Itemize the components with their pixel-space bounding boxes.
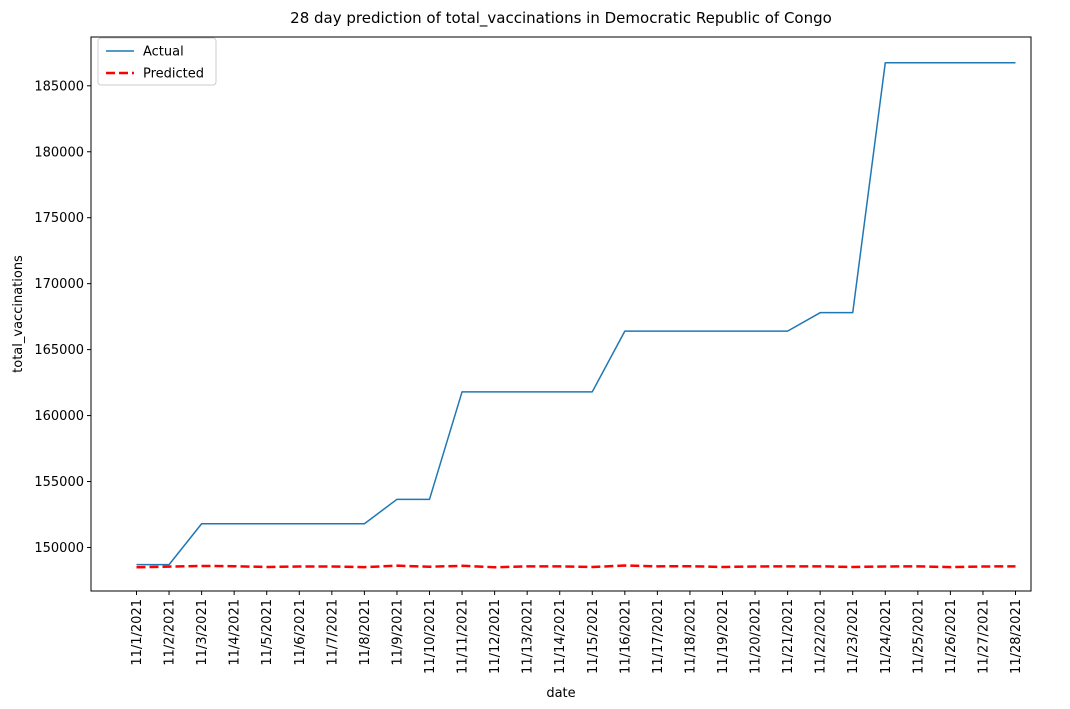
x-tick-label: 11/26/2021 <box>944 599 959 674</box>
x-tick-label: 11/3/2021 <box>195 599 210 666</box>
x-tick-label: 11/23/2021 <box>846 599 861 674</box>
x-tick-label: 11/11/2021 <box>456 599 471 674</box>
x-tick-label: 11/5/2021 <box>260 599 275 666</box>
x-tick-label: 11/2/2021 <box>163 599 178 666</box>
x-tick-label: 11/24/2021 <box>879 599 894 674</box>
x-axis-label: date <box>546 686 575 701</box>
legend-label-predicted: Predicted <box>143 67 204 82</box>
plot-area: 150000 155000 160000 165000 170000 175000 1800… <box>34 36 1032 674</box>
y-tick-label: 160000 <box>34 409 84 424</box>
y-tick-label: 180000 <box>34 145 84 160</box>
x-tick-label: 11/10/2021 <box>423 599 438 674</box>
x-tick-label: 11/22/2021 <box>814 599 829 674</box>
x-tick-label: 11/20/2021 <box>749 599 764 674</box>
y-tick-label: 150000 <box>34 541 84 556</box>
x-tick-label: 11/17/2021 <box>651 599 666 674</box>
x-tick-label: 11/1/2021 <box>130 599 145 666</box>
x-tick-label: 11/9/2021 <box>390 599 405 666</box>
x-tick-label: 11/19/2021 <box>716 599 731 674</box>
y-tick-label: 185000 <box>34 79 84 94</box>
series-line-predicted <box>136 564 1016 569</box>
x-tick-label: 11/14/2021 <box>553 599 568 674</box>
x-tick-label: 11/8/2021 <box>358 599 373 666</box>
x-tick-label: 11/12/2021 <box>488 599 503 674</box>
x-tick-label: 11/25/2021 <box>911 599 926 674</box>
y-tick-label: 170000 <box>34 277 84 292</box>
legend-label-actual: Actual <box>143 45 184 60</box>
axes-frame <box>90 36 1032 592</box>
x-tick-label: 11/18/2021 <box>683 599 698 674</box>
x-tick-label: 11/28/2021 <box>1009 599 1024 674</box>
y-tick-label: 155000 <box>34 475 84 490</box>
x-tick-label: 11/6/2021 <box>293 599 308 666</box>
y-tick-label: 175000 <box>34 211 84 226</box>
x-tick-label: 11/4/2021 <box>228 599 243 666</box>
legend: Actual Predicted <box>97 37 217 86</box>
x-tick-label: 11/15/2021 <box>586 599 601 674</box>
chart-title: 28 day prediction of total_vaccinations … <box>290 9 832 28</box>
series-line-actual <box>136 61 1016 566</box>
x-tick-label: 11/16/2021 <box>618 599 633 674</box>
y-tick-label: 165000 <box>34 343 84 358</box>
x-tick-label: 11/27/2021 <box>976 599 991 674</box>
x-tick-label: 11/13/2021 <box>521 599 536 674</box>
y-axis-label: total_vaccinations <box>11 255 26 373</box>
x-tick-label: 11/7/2021 <box>325 599 340 666</box>
x-tick-label: 11/21/2021 <box>781 599 796 674</box>
